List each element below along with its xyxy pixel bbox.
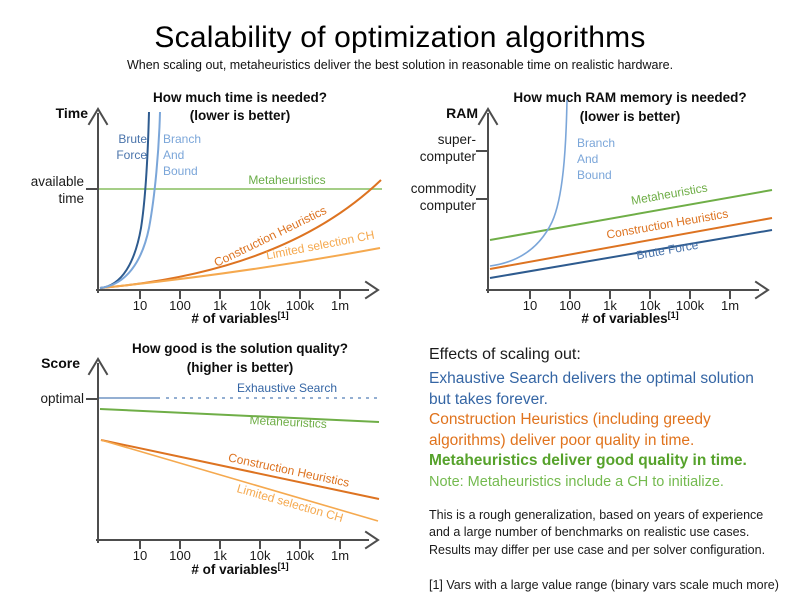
x-tick-label: 10k (250, 548, 271, 563)
ram-bnb-label-2: And (577, 152, 598, 166)
score-x-axis (96, 530, 380, 550)
score-metaheuristics-label: Metaheuristics (249, 413, 327, 431)
text-line: Exhaustive Search delivers the optimal s… (429, 370, 754, 387)
text-line: algorithms) deliver poor quality in time… (429, 431, 695, 449)
score-construction-line (100, 439, 380, 500)
ram-chart: How much RAM memory is needed? (lower is… (411, 90, 773, 326)
ram-ytick-super-2: computer (420, 149, 477, 164)
score-x-axis-label: # of variables[1] (191, 561, 288, 577)
x-tick-label: 1m (331, 298, 349, 313)
x-tick-label: 1m (721, 298, 739, 313)
time-limited-ch-line (99, 247, 381, 289)
x-tick-label: 10 (133, 548, 147, 563)
x-tick-label: 1k (213, 298, 227, 313)
ram-x-axis-label: # of variables[1] (581, 310, 678, 326)
ram-construction-line (489, 217, 773, 270)
time-x-tick-marks (139, 289, 341, 299)
ram-branch-and-bound-line (489, 99, 568, 267)
time-metaheuristics-label: Metaheuristics (248, 173, 325, 187)
effects-note: Note: Metaheuristics include a CH to ini… (429, 473, 724, 490)
text-line: and a large number of benchmarks on real… (429, 525, 750, 539)
ram-bnb-label-3: Bound (577, 168, 612, 182)
time-brute-force-label-2: Force (116, 148, 147, 162)
score-chart-title: How good is the solution quality? (132, 341, 348, 356)
effects-panel: Effects of scaling out: Exhaustive Searc… (429, 345, 800, 595)
ram-ytick-super: super- (438, 132, 476, 147)
score-x-tick-marks (139, 539, 341, 549)
effects-heading: Effects of scaling out: (429, 346, 581, 363)
ram-ytick-commodity: commodity (411, 181, 477, 196)
score-ytick-optimal: optimal (40, 391, 84, 406)
effects-construction-heuristics: Construction Heuristics (including greed… (429, 410, 800, 451)
page-title: Scalability of optimization algorithms (154, 21, 646, 54)
effects-exhaustive-search: Exhaustive Search delivers the optimal s… (429, 369, 800, 410)
ram-y-tick-marks (476, 150, 489, 200)
ram-y-axis (477, 107, 499, 293)
time-x-axis (96, 280, 380, 300)
x-tick-label: 10 (523, 298, 537, 313)
ram-bnb-label: Branch (577, 136, 615, 150)
effects-metaheuristics: Metaheuristics deliver good quality in t… (429, 452, 747, 469)
page-subtitle: When scaling out, metaheuristics deliver… (126, 58, 674, 72)
time-chart: How much time is needed? (lower is bette… (31, 90, 382, 326)
x-tick-label: 100k (286, 298, 315, 313)
ram-ytick-commodity-2: computer (420, 198, 477, 213)
x-tick-label: 1k (603, 298, 617, 313)
x-tick-label: 100 (169, 298, 191, 313)
text-line: but takes forever. (429, 390, 548, 408)
ram-y-axis-label: RAM (446, 105, 478, 121)
time-chart-title: How much time is needed? (153, 90, 327, 105)
score-exhaustive-label: Exhaustive Search (237, 381, 337, 395)
score-metaheuristics-line (99, 408, 380, 423)
ram-chart-title: How much RAM memory is needed? (513, 90, 746, 105)
disclaimer: This is a rough generalization, based on… (429, 507, 800, 560)
time-y-axis (87, 107, 109, 293)
ram-metaheuristics-line (489, 189, 773, 241)
time-x-axis-label: # of variables[1] (191, 310, 288, 326)
x-tick-label: 100 (169, 548, 191, 563)
x-tick-label: 1k (213, 548, 227, 563)
text-line: Construction Heuristics (including greed… (429, 411, 711, 428)
score-limited-ch-line (100, 439, 379, 522)
x-tick-label: 100k (286, 548, 315, 563)
ram-x-tick-marks (529, 289, 731, 299)
time-chart-title-note: (lower is better) (190, 108, 291, 123)
time-brute-force-label: Brute (118, 132, 147, 146)
score-y-axis-label: Score (41, 355, 80, 371)
time-ytick-available-2: time (58, 191, 84, 206)
x-tick-label: 10 (133, 298, 147, 313)
score-y-axis (87, 357, 109, 543)
footnote: [1] Vars with a large value range (binar… (429, 578, 779, 592)
time-brute-force-line (99, 111, 150, 289)
score-chart: How good is the solution quality? (highe… (40, 341, 380, 577)
x-tick-label: 100k (676, 298, 705, 313)
time-bnb-label: Branch (163, 132, 201, 146)
time-ytick-available: available (31, 174, 84, 189)
time-y-axis-label: Time (56, 105, 89, 121)
x-tick-label: 100 (559, 298, 581, 313)
time-bnb-label-2: And (163, 148, 184, 162)
ram-chart-title-note: (lower is better) (580, 109, 681, 124)
score-chart-title-note: (higher is better) (187, 360, 294, 375)
ram-brute-force-line (489, 229, 773, 279)
time-branch-and-bound-line (99, 111, 161, 289)
x-tick-label: 10k (640, 298, 661, 313)
text-line: Results may differ per use case and per … (429, 542, 766, 557)
text-line: This is a rough generalization, based on… (429, 507, 764, 522)
x-tick-label: 10k (250, 298, 271, 313)
x-tick-label: 1m (331, 548, 349, 563)
ram-x-axis (486, 280, 770, 300)
time-bnb-label-3: Bound (163, 164, 198, 178)
